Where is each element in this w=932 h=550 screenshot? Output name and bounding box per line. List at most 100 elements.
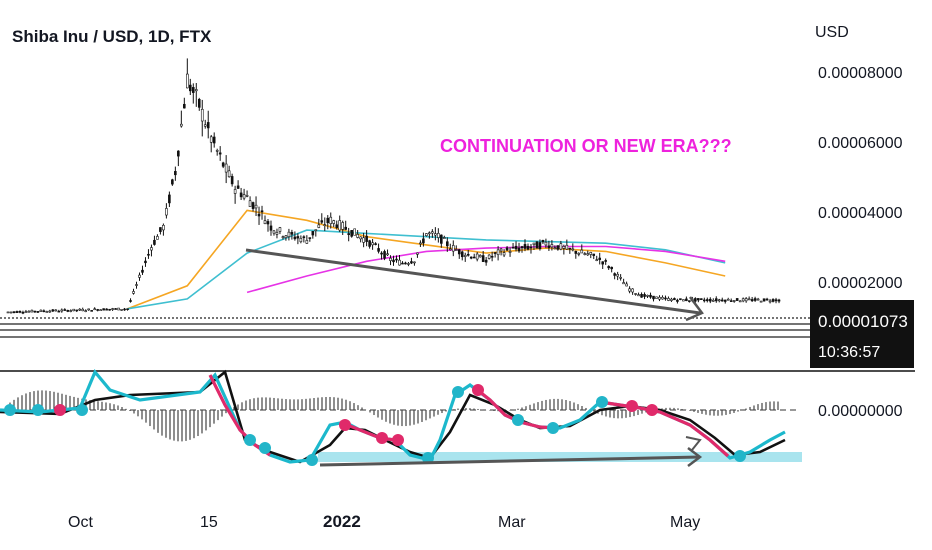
candle-body	[616, 274, 619, 277]
candle-body	[446, 241, 449, 247]
candle-body	[123, 308, 126, 311]
y-tick-label: 0.00002000	[818, 275, 903, 292]
candle-body	[177, 150, 180, 157]
candle-body	[30, 309, 34, 313]
candle-body	[129, 300, 132, 302]
candle-body	[72, 308, 76, 312]
candle-body	[514, 245, 518, 250]
candle-body	[496, 249, 500, 256]
osc-histogram	[9, 390, 779, 442]
last-price: 0.00001073	[818, 312, 908, 331]
candle-body	[171, 179, 174, 185]
candle-body	[150, 247, 153, 251]
candle-body	[135, 284, 138, 286]
candle-body	[278, 227, 282, 232]
candle-body	[454, 249, 458, 251]
candle-body	[413, 261, 416, 264]
candle-body	[245, 195, 249, 197]
ma-fast-line	[127, 209, 726, 310]
candle-body	[362, 237, 365, 243]
candle-body	[254, 204, 258, 209]
candle-body	[556, 245, 560, 250]
candle-body	[673, 298, 676, 301]
candle-body	[153, 239, 156, 245]
candle-body	[251, 202, 255, 209]
candle-body	[9, 311, 13, 314]
candle-body	[457, 249, 461, 255]
candle-body	[90, 310, 93, 312]
candle-body	[186, 73, 189, 89]
candle-body	[305, 240, 309, 244]
candle-body	[102, 308, 105, 311]
candle-body	[688, 300, 691, 302]
candle-body	[341, 222, 345, 230]
candle-body	[714, 298, 718, 302]
candle-body	[308, 237, 312, 239]
candle-body	[440, 234, 443, 244]
candle-body	[209, 136, 213, 143]
candle-body	[443, 237, 446, 239]
candle-body	[81, 308, 85, 312]
candle-body	[735, 298, 739, 301]
candle-body	[132, 291, 135, 294]
x-tick-label: 2022	[323, 512, 361, 531]
candle-body	[87, 308, 90, 311]
candle-body	[242, 194, 246, 199]
candle-body	[676, 299, 679, 302]
candle-body	[711, 299, 715, 302]
candle-body	[39, 309, 43, 312]
candle-body	[741, 298, 745, 302]
candle-body	[571, 248, 575, 251]
candle-body	[607, 266, 610, 269]
candle-body	[631, 288, 634, 293]
candle-body	[165, 208, 168, 216]
candle-body	[138, 274, 141, 278]
candle-body	[532, 242, 536, 245]
candle-body	[502, 252, 506, 256]
candle-body	[347, 233, 350, 236]
candle-body	[377, 248, 380, 252]
candle-body	[544, 241, 548, 246]
candle-body	[541, 240, 545, 243]
candle-body	[284, 235, 288, 239]
candle-body	[374, 243, 377, 245]
candle-body	[108, 308, 111, 311]
candle-body	[738, 300, 742, 303]
x-tick-label: May	[670, 514, 700, 531]
candle-body	[697, 298, 700, 301]
candle-body	[643, 294, 646, 297]
candle-body	[66, 309, 70, 312]
candle-body	[732, 300, 736, 302]
candle-body	[365, 235, 368, 242]
x-axis: Oct 15 2022 Mar May	[68, 512, 700, 531]
candle-body	[451, 245, 455, 252]
candle-body	[529, 246, 533, 249]
candle-body	[266, 221, 270, 225]
candle-body	[583, 253, 587, 255]
candle-body	[598, 257, 602, 260]
candle-body	[84, 310, 87, 312]
candle-body	[272, 230, 276, 234]
candle-body	[637, 294, 640, 297]
candle-body	[777, 299, 781, 302]
candle-body	[75, 309, 79, 312]
candle-body	[120, 309, 123, 311]
ma-slow-line	[246, 245, 726, 294]
cross-dot	[422, 452, 434, 464]
candle-body	[296, 236, 300, 239]
candle-body	[613, 273, 616, 276]
candle-body	[183, 103, 186, 109]
candle-body	[448, 248, 452, 251]
cross-dot	[547, 422, 559, 434]
candle-body	[69, 310, 73, 312]
cross-dot	[596, 396, 608, 408]
candle-body	[180, 123, 183, 127]
cross-dot	[54, 404, 66, 416]
candle-body	[48, 310, 52, 313]
x-tick-label: 15	[200, 514, 218, 531]
candle-body	[27, 310, 31, 313]
candle-body	[233, 189, 237, 194]
candle-body	[380, 252, 383, 255]
cross-dot	[76, 404, 88, 416]
candle-body	[640, 293, 643, 298]
